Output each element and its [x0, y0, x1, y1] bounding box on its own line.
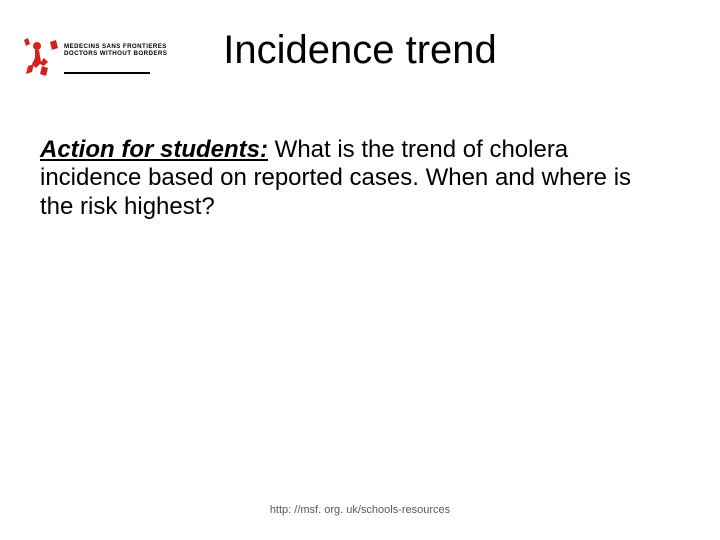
action-label: Action for students:	[40, 136, 268, 163]
slide-title: Incidence trend	[0, 28, 720, 73]
slide-footer: http: //msf. org. uk/schools-resources	[0, 504, 720, 516]
slide: MEDECINS SANS FRONTIERES DOCTORS WITHOUT…	[0, 0, 720, 540]
slide-body: Action for students: What is the trend o…	[40, 136, 660, 221]
